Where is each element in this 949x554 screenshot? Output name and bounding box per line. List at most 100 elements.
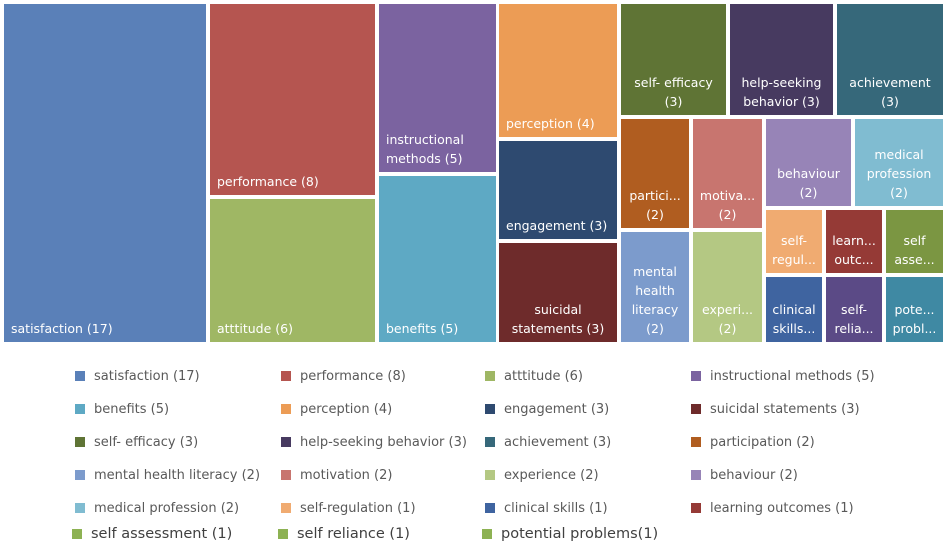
treemap-cell-clinical-skills: clinical skills... (766, 277, 822, 342)
legend-item-potential-problems: potential problems(1) (482, 524, 658, 544)
treemap-cell-achievement: achievement (3) (837, 4, 943, 115)
legend-swatch (485, 470, 495, 480)
legend-swatch (691, 437, 701, 447)
legend-label: perception (4) (300, 401, 393, 417)
treemap-cell-label: benefits (5) (386, 321, 459, 336)
treemap-cell-label: help-seeking behavior (3) (741, 75, 822, 109)
treemap-cell-perception: perception (4) (499, 4, 617, 137)
legend-label: instructional methods (5) (710, 368, 875, 384)
treemap-cell-self-efficacy: self- efficacy (3) (621, 4, 726, 115)
legend-label: behaviour (2) (710, 467, 798, 483)
legend-item-experience: experience (2) (485, 465, 599, 485)
treemap-cell-motivation: motiva... (2) (693, 119, 762, 228)
legend-label: learning outcomes (1) (710, 500, 854, 516)
legend-swatch (485, 371, 495, 381)
treemap-cell-label: partici... (2) (629, 188, 681, 222)
treemap-cell-label: learn... outc... (832, 233, 876, 267)
legend-label: help-seeking behavior (3) (300, 434, 467, 450)
legend-item-medical-profession: medical profession (2) (75, 498, 239, 518)
treemap-cell-self-regulation: self- regul... (766, 210, 822, 273)
legend-label: engagement (3) (504, 401, 610, 417)
legend-item-suicidal-statements: suicidal statements (3) (691, 399, 860, 419)
legend-label: self assessment (1) (91, 526, 233, 542)
treemap-cell-label: clinical skills... (772, 302, 816, 336)
treemap-cell-label: medical profession (2) (866, 147, 932, 200)
treemap-cell-mental-health-literacy: mental health literacy (2) (621, 232, 689, 342)
treemap-cell-label: self- relia... (834, 302, 874, 336)
legend-item-performance: performance (8) (281, 366, 406, 386)
legend-label: benefits (5) (94, 401, 170, 417)
treemap-cell-satisfaction: satisfaction (17) (4, 4, 206, 342)
legend-label: motivation (2) (300, 467, 393, 483)
legend-label: clinical skills (1) (504, 500, 608, 516)
legend-item-instructional-methods: instructional methods (5) (691, 366, 875, 386)
treemap-cell-label: achievement (3) (849, 75, 931, 109)
treemap-cell-learning-outcomes: learn... outc... (826, 210, 882, 273)
legend-swatch (75, 437, 85, 447)
legend-label: achievement (3) (504, 434, 612, 450)
legend-item-self-regulation: self-regulation (1) (281, 498, 416, 518)
treemap-chart: satisfaction (17) performance (8) atttitud… (4, 4, 943, 342)
treemap-cell-label: experi... (2) (701, 302, 754, 336)
treemap-cell-label: self- efficacy (3) (634, 75, 713, 109)
legend-swatch (281, 503, 291, 513)
legend-swatch (691, 503, 701, 513)
legend-item-learning-outcomes: learning outcomes (1) (691, 498, 854, 518)
legend-item-motivation: motivation (2) (281, 465, 392, 485)
legend-item-participation: participation (2) (691, 432, 815, 452)
treemap-cell-label: self asse... (894, 233, 935, 267)
legend-swatch (75, 470, 85, 480)
legend-swatch (72, 529, 82, 539)
legend-swatch (281, 470, 291, 480)
legend-label: potential problems(1) (501, 526, 659, 542)
treemap-cell-suicidal-statements: suicidal statements (3) (499, 243, 617, 342)
chart-legend: satisfaction (17) performance (8) atttitud… (0, 360, 949, 554)
legend-label: self- efficacy (3) (94, 434, 199, 450)
treemap-cell-label: satisfaction (17) (11, 321, 113, 336)
legend-label: experience (2) (504, 467, 599, 483)
legend-swatch (281, 371, 291, 381)
legend-label: suicidal statements (3) (710, 401, 860, 417)
legend-swatch (691, 371, 701, 381)
treemap-cell-label: atttitude (6) (217, 321, 293, 336)
legend-label: mental health literacy (2) (94, 467, 261, 483)
legend-swatch (75, 371, 85, 381)
legend-swatch (485, 503, 495, 513)
treemap-cell-label: suicidal statements (3) (511, 302, 605, 336)
legend-item-self-efficacy: self- efficacy (3) (75, 432, 198, 452)
legend-label: participation (2) (710, 434, 815, 450)
legend-swatch (691, 404, 701, 414)
treemap-cell-benefits: benefits (5) (379, 176, 496, 342)
treemap-cell-behaviour: behaviour (2) (766, 119, 851, 206)
legend-swatch (485, 437, 495, 447)
legend-label: performance (8) (300, 368, 406, 384)
legend-item-benefits: benefits (5) (75, 399, 169, 419)
treemap-cell-label: perception (4) (506, 116, 595, 131)
legend-label: atttitude (6) (504, 368, 584, 384)
legend-item-engagement: engagement (3) (485, 399, 609, 419)
legend-swatch (281, 437, 291, 447)
legend-swatch (281, 404, 291, 414)
treemap-cell-engagement: engagement (3) (499, 141, 617, 239)
legend-item-self-assessment: self assessment (1) (72, 524, 232, 544)
treemap-cell-label: self- regul... (772, 233, 816, 267)
legend-item-perception: perception (4) (281, 399, 392, 419)
legend-swatch (482, 529, 492, 539)
legend-label: medical profession (2) (94, 500, 240, 516)
treemap-cell-potential-problems: pote... probl... (886, 277, 943, 342)
legend-label: self-regulation (1) (300, 500, 416, 516)
legend-item-self-reliance: self reliance (1) (278, 524, 410, 544)
legend-item-help-seeking-behavior: help-seeking behavior (3) (281, 432, 467, 452)
legend-item-satisfaction: satisfaction (17) (75, 366, 200, 386)
treemap-cell-label: behaviour (2) (777, 166, 840, 200)
treemap-cell-label: performance (8) (217, 174, 319, 189)
legend-item-behaviour: behaviour (2) (691, 465, 798, 485)
treemap-cell-label: engagement (3) (506, 218, 608, 233)
legend-label: self reliance (1) (297, 526, 410, 542)
legend-swatch (278, 529, 288, 539)
legend-swatch (485, 404, 495, 414)
legend-swatch (75, 503, 85, 513)
legend-item-clinical-skills: clinical skills (1) (485, 498, 608, 518)
treemap-cell-experience: experi... (2) (693, 232, 762, 342)
legend-item-achievement: achievement (3) (485, 432, 611, 452)
